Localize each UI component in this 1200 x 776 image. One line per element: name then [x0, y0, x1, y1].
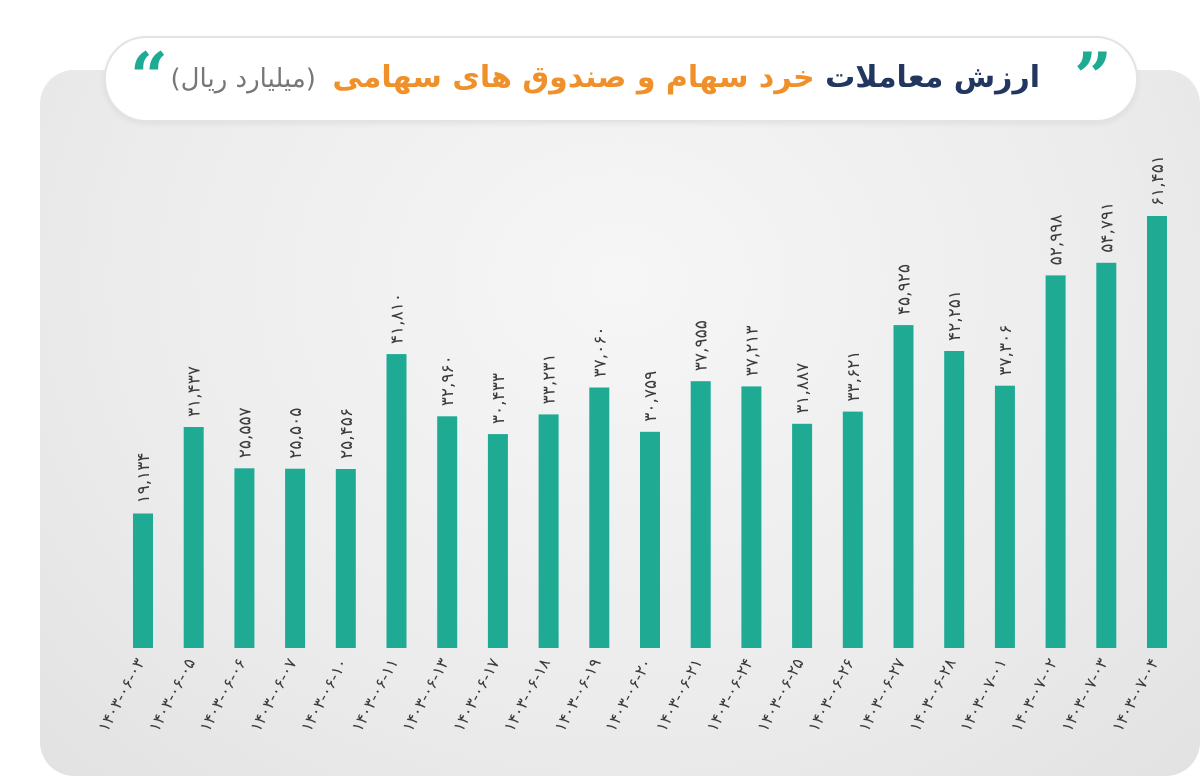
bar-value-label: ۲۵,۵۵۷ — [235, 407, 255, 458]
x-tick-label: ۱۴۰۳-۰۶-۰۵ — [145, 655, 199, 735]
title-part-main: ارزش معاملات — [825, 60, 1040, 95]
bar-value-label: ۳۱,۸۸۷ — [793, 363, 813, 414]
bar-value-label: ۲۵,۴۵۶ — [337, 408, 357, 459]
bar-3 — [234, 468, 255, 648]
x-tick-label: ۱۴۰۳-۰۷-۰۳ — [1057, 655, 1112, 735]
bar-12 — [690, 381, 711, 648]
x-tick-label: ۱۴۰۳-۰۶-۲۴ — [702, 655, 756, 735]
quote-mark-close-icon: “ — [130, 38, 168, 116]
bar-value-label: ۶۱,۴۵۱ — [1148, 155, 1168, 206]
bar-value-label: ۳۱,۴۳۷ — [185, 366, 205, 417]
bar-7 — [437, 416, 458, 648]
bar-value-label: ۱۹,۱۳۴ — [134, 452, 154, 503]
bar-14 — [792, 423, 813, 648]
x-tick-label: ۱۴۰۳-۰۶-۲۵ — [753, 655, 807, 735]
x-tick-label: ۱۴۰۳-۰۶-۱۷ — [449, 655, 504, 735]
bar-value-label: ۳۷,۲۱۳ — [742, 325, 762, 376]
chart-title: ارزش معاملات خرد سهام و صندوق های سهامی … — [171, 60, 1040, 95]
bar-value-label: ۳۷,۰۶۰ — [590, 326, 610, 377]
x-tick-label: ۱۴۰۳-۰۶-۰۳ — [94, 655, 149, 735]
bar-19 — [1045, 275, 1066, 648]
bar-4 — [285, 468, 306, 648]
x-tick-label: ۱۴۰۳-۰۶-۲۷ — [855, 655, 910, 735]
bar-11 — [640, 431, 660, 648]
x-tick-label: ۱۴۰۳-۰۷-۰۴ — [1108, 655, 1162, 735]
bar-5 — [335, 469, 356, 648]
title-part-accent: خرد سهام و صندوق های سهامی — [332, 60, 815, 95]
bar-13 — [741, 386, 762, 648]
x-tick-label: ۱۴۰۳-۰۶-۰۶ — [195, 655, 249, 735]
x-tick-label: ۱۴۰۳-۰۶-۲۰ — [601, 655, 655, 735]
quote-mark-open-icon: ” — [1074, 38, 1112, 116]
bar-value-label: ۴۵,۹۲۵ — [895, 264, 915, 315]
x-tick-label: ۱۴۰۳-۰۶-۲۶ — [804, 655, 858, 735]
bar-17 — [944, 351, 965, 648]
bar-9 — [538, 414, 559, 648]
bar-18 — [994, 385, 1015, 648]
bar-value-label: ۳۷,۹۵۵ — [692, 320, 712, 371]
x-tick-label: ۱۴۰۳-۰۶-۱۹ — [550, 655, 604, 735]
x-tick-label: ۱۴۰۳-۰۶-۲۱ — [652, 655, 706, 735]
bar-value-label: ۳۳,۶۲۱ — [844, 351, 864, 402]
bar-value-label: ۵۴,۷۹۱ — [1097, 202, 1117, 253]
bar-value-label: ۴۲,۲۵۱ — [945, 290, 965, 341]
bar-value-label: ۳۲,۹۶۰ — [438, 355, 458, 406]
bar-value-label: ۳۰,۴۳۳ — [489, 373, 509, 424]
bar-1 — [133, 513, 153, 648]
bar-2 — [183, 427, 204, 648]
bar-value-label: ۴۱,۸۱۰ — [388, 293, 408, 344]
x-tick-label: ۱۴۰۳-۰۶-۱۱ — [348, 655, 402, 735]
bar-value-label: ۵۲,۹۹۸ — [1047, 214, 1067, 265]
title-unit: (میلیارد ریال) — [170, 64, 316, 94]
bar-value-label: ۲۵,۵۰۵ — [286, 408, 306, 459]
bar-value-label: ۳۰,۷۵۹ — [641, 371, 661, 422]
bar-20 — [1096, 262, 1117, 648]
x-tick-label: ۱۴۰۳-۰۷-۰۲ — [1007, 655, 1061, 735]
x-tick-label: ۱۴۰۳-۰۶-۱۳ — [398, 655, 453, 735]
x-tick-label: ۱۴۰۳-۰۶-۲۸ — [905, 655, 960, 735]
bar-value-label: ۳۷,۳۰۶ — [996, 325, 1016, 376]
bar-6 — [386, 354, 407, 648]
x-tick-label: ۱۴۰۳-۰۶-۱۸ — [500, 655, 555, 735]
bar-21 — [1147, 216, 1167, 648]
bar-8 — [487, 434, 508, 648]
bar-10 — [589, 387, 610, 648]
x-tick-label: ۱۴۰۳-۰۶-۱۰ — [297, 655, 351, 735]
bar-15 — [842, 411, 863, 648]
bar-value-label: ۳۳,۲۳۱ — [540, 353, 560, 404]
bar-16 — [893, 325, 914, 648]
title-banner: ” ارزش معاملات خرد سهام و صندوق های سهام… — [104, 36, 1138, 122]
x-tick-label: ۱۴۰۳-۰۷-۰۱ — [956, 655, 1010, 735]
x-tick-label: ۱۴۰۳-۰۶-۰۷ — [246, 655, 301, 735]
